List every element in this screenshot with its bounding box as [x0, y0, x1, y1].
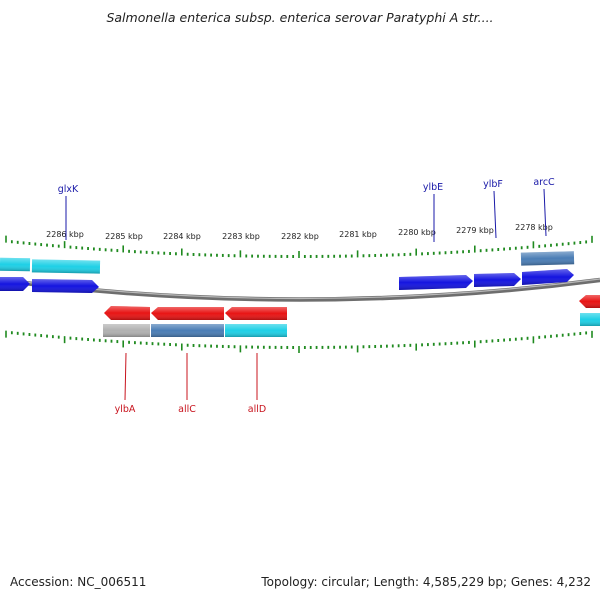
kbp-label: 2286 kbp — [46, 230, 84, 239]
kbp-label: 2285 kbp — [105, 232, 143, 241]
kbp-label: 2283 kbp — [222, 232, 260, 241]
top-gene-labels: glxK ylbE ylbF arcC — [58, 177, 555, 242]
kbp-label: 2282 kbp — [281, 232, 319, 241]
kbp-label: 2284 kbp — [163, 232, 201, 241]
gene-label-allC[interactable]: allC — [178, 404, 196, 415]
tick-row-top — [5, 235, 593, 258]
genome-summary-text: Topology: circular; Length: 4,585,229 bp… — [261, 575, 591, 589]
reverse-gene-track — [104, 295, 600, 320]
feature-track-lower — [103, 313, 600, 337]
gene-label-arcC[interactable]: arcC — [533, 177, 555, 188]
gene-label-glxK[interactable]: glxK — [58, 184, 79, 195]
kbp-label: 2279 kbp — [456, 226, 494, 235]
accession-text: Accession: NC_006511 — [10, 575, 147, 589]
kbp-label: 2280 kbp — [398, 228, 436, 237]
forward-gene-track — [0, 269, 574, 293]
map-title: Salmonella enterica subsp. enterica sero… — [106, 10, 494, 25]
tick-row-bottom — [5, 330, 593, 353]
gene-label-ylbF[interactable]: ylbF — [483, 179, 503, 190]
kbp-label: 2281 kbp — [339, 230, 377, 239]
feature-track-upper — [0, 251, 575, 274]
gene-label-ylbA[interactable]: ylbA — [115, 404, 136, 415]
gene-label-allD[interactable]: allD — [248, 404, 266, 415]
kbp-label: 2278 kbp — [515, 223, 553, 232]
gene-label-ylbE[interactable]: ylbE — [423, 182, 443, 193]
bottom-gene-labels: ylbA allC allD — [115, 352, 266, 415]
